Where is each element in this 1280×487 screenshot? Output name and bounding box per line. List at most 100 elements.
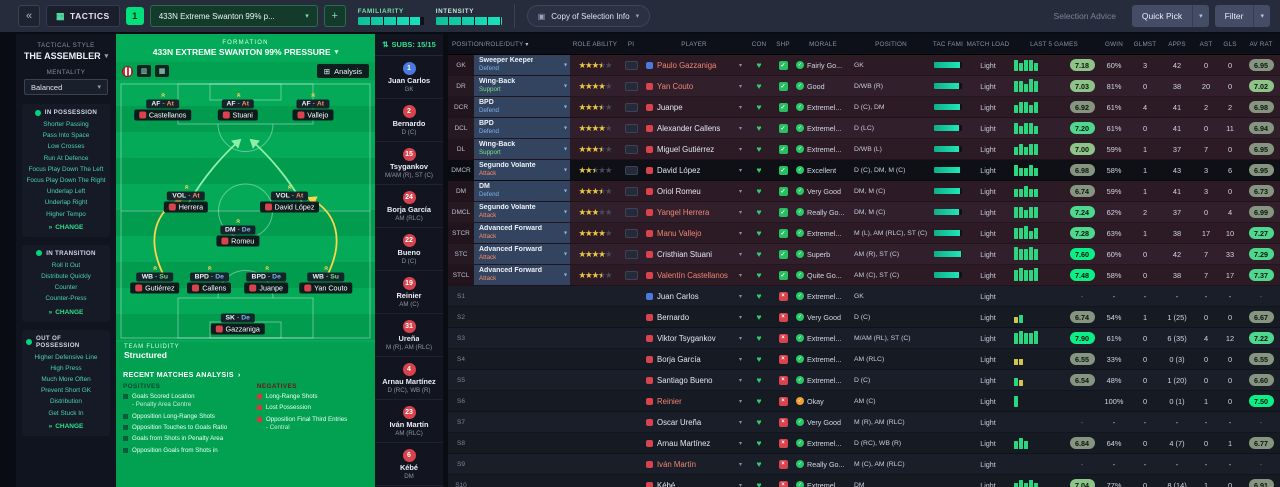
player-cell[interactable]: Alexander Callens ▾ [642, 118, 746, 138]
table-row[interactable]: S5 Santiago Bueno ▾ ♥ × ✓ Extremel... D (C) Ligh… [448, 370, 1280, 391]
column-header[interactable]: GLMST [1133, 40, 1157, 48]
tactic-selector[interactable]: 433N Extreme Swanton 99% p... ▾ [149, 5, 318, 27]
tactics-tab[interactable]: ▦ TACTICS [46, 5, 120, 27]
player-instructions-icon[interactable] [624, 186, 638, 196]
sub-list-item[interactable]: 19 Reinier AM (C) [375, 271, 443, 314]
player-cell[interactable]: Juan Carlos ▾ [642, 286, 746, 306]
chevron-down-icon[interactable]: ▾ [1192, 5, 1209, 27]
club-crest-icon[interactable] [122, 65, 133, 77]
pitch-player[interactable]: «AF - At Castellanos [133, 92, 192, 121]
back-button[interactable]: « [18, 5, 40, 27]
recent-analysis-title[interactable]: RECENT MATCHES ANALYSIS › [123, 370, 368, 379]
column-header[interactable]: POSITION [875, 40, 907, 48]
player-cell[interactable]: Borja García ▾ [642, 349, 746, 369]
pitch-player[interactable]: «WB - Su Gutiérrez [130, 265, 180, 294]
player-cell[interactable]: Miguel Gutiérrez ▾ [642, 139, 746, 159]
player-instructions-icon[interactable] [624, 144, 638, 154]
player-cell[interactable]: Santiago Bueno ▾ [642, 370, 746, 390]
player-cell[interactable]: Juanpe ▾ [642, 97, 746, 117]
role-duty-cell[interactable]: BPD Defend ▾ [474, 97, 570, 117]
quick-pick-button[interactable]: Quick Pick ▾ [1131, 5, 1209, 27]
change-button[interactable]: » CHANGE [26, 224, 106, 231]
table-row[interactable]: S4 Borja García ▾ ♥ × ✓ Extremel... AM (RLC) Lig… [448, 349, 1280, 370]
table-row[interactable]: S9 Iván Martín ▾ ♥ × ✓ Really Go... M (C), AM (… [448, 454, 1280, 475]
player-cell[interactable]: Viktor Tsygankov ▾ [642, 328, 746, 348]
column-header[interactable]: APPS [1168, 40, 1186, 48]
sub-list-item[interactable]: 22 Bueno D (C) [375, 228, 443, 271]
sub-list-item[interactable]: 6 Kébé DM [375, 443, 443, 486]
sub-list-item[interactable]: 23 Iván Martín AM (RLC) [375, 400, 443, 443]
player-cell[interactable]: Cristhian Stuani ▾ [642, 244, 746, 264]
column-header[interactable]: SHP [776, 40, 790, 48]
tactical-style-select[interactable]: THE ASSEMBLER ▾ [22, 51, 110, 61]
pitch-player[interactable]: «WB - Su Yan Couto [299, 265, 353, 294]
role-duty-cell[interactable]: Advanced Forward Attack ▾ [474, 265, 570, 285]
pitch-player[interactable]: «BPD - De Juanpe [244, 265, 289, 294]
role-duty-cell[interactable]: Advanced Forward Attack ▾ [474, 244, 570, 264]
role-duty-cell[interactable]: BPD Defend ▾ [474, 118, 570, 138]
player-instructions-icon[interactable] [624, 207, 638, 217]
table-row[interactable]: S10 Kébé ▾ ♥ × ✓ Extremel... DM Light 7.04 77% 0 8 (… [448, 475, 1280, 487]
player-cell[interactable]: Oriol Romeu ▾ [642, 181, 746, 201]
column-header[interactable]: GLS [1223, 40, 1237, 48]
player-cell[interactable]: Yangel Herrera ▾ [642, 202, 746, 222]
player-cell[interactable]: Oscar Ureña ▾ [642, 412, 746, 432]
chevron-down-icon[interactable]: ▾ [1253, 5, 1270, 27]
role-duty-cell[interactable]: Wing-Back Support ▾ [474, 139, 570, 159]
pitch-player[interactable]: «VOL - At David López [259, 183, 320, 213]
column-header[interactable]: TAC FAMI [932, 40, 964, 48]
role-duty-cell[interactable]: Segundo Volante Attack ▾ [474, 160, 570, 180]
column-header[interactable]: CON [751, 40, 767, 48]
pitch-player[interactable]: «AF - At Vallejo [292, 92, 334, 121]
column-header[interactable]: PLAYER [681, 40, 707, 48]
pitch-player[interactable]: «VOL - At Herrera [163, 183, 209, 213]
table-row[interactable]: S3 Viktor Tsygankov ▾ ♥ × ✓ Extremel... M/AM (R… [448, 328, 1280, 349]
player-cell[interactable]: Kébé ▾ [642, 475, 746, 487]
column-header[interactable]: MORALE [809, 40, 837, 48]
role-duty-cell[interactable]: Segundo Volante Attack ▾ [474, 202, 570, 222]
player-cell[interactable]: David López ▾ [642, 160, 746, 180]
role-duty-cell[interactable]: DM Defend ▾ [474, 181, 570, 201]
sub-list-item[interactable]: 15 Tsygankov M/AM (R), ST (C) [375, 142, 443, 185]
column-header[interactable]: LAST 5 GAMES [1030, 40, 1078, 48]
formation-name-select[interactable]: 433N EXTREME SWANTON 99% PRESSURE ▾ [153, 47, 338, 57]
sub-list-item[interactable]: 2 Bernardo D (C) [375, 99, 443, 142]
table-row[interactable]: DCRBPDDefend▾★★★★★★★★★★Juanpe▾♥✓✓Extreme… [448, 97, 1280, 118]
layout-grid-icon[interactable]: ▦ [155, 65, 169, 77]
table-row[interactable]: S7 Oscar Ureña ▾ ♥ × ✓ Very Good M (R), AM (RLC… [448, 412, 1280, 433]
selection-advice-button[interactable]: Selection Advice [1053, 11, 1116, 21]
mentality-select[interactable]: Balanced ▾ [24, 79, 108, 95]
pitch-player[interactable]: «AF - At Stuani [217, 92, 258, 121]
column-header[interactable]: PI [627, 40, 635, 48]
column-header[interactable]: POSITION/ROLE/DUTY ▾ [452, 40, 529, 48]
player-instructions-icon[interactable] [624, 60, 638, 70]
player-cell[interactable]: Reinier ▾ [642, 391, 746, 411]
filter-button[interactable]: Filter ▾ [1214, 5, 1270, 27]
column-header[interactable]: GWIN [1105, 40, 1123, 48]
player-instructions-icon[interactable] [624, 81, 638, 91]
player-cell[interactable]: Arnau Martínez ▾ [642, 433, 746, 453]
pitch-player[interactable]: SK - De Gazzaniga [210, 313, 265, 335]
change-button[interactable]: » CHANGE [26, 423, 106, 430]
column-header[interactable]: AV RAT [1249, 40, 1273, 48]
player-cell[interactable]: Bernardo ▾ [642, 307, 746, 327]
role-duty-cell[interactable]: Wing-Back Support ▾ [474, 76, 570, 96]
pitch-player[interactable]: «BPD - De Callens [187, 265, 232, 294]
column-header[interactable]: ROLE ABILITY [572, 40, 618, 48]
player-instructions-icon[interactable] [624, 249, 638, 259]
player-instructions-icon[interactable] [624, 228, 638, 238]
pitch-player[interactable]: «DM - De Romeu [216, 217, 260, 247]
analysis-button[interactable]: ⊞ Analysis [316, 64, 369, 78]
player-cell[interactable]: Iván Martín ▾ [642, 454, 746, 474]
player-cell[interactable]: Paulo Gazzaniga ▾ [642, 55, 746, 75]
player-instructions-icon[interactable] [624, 123, 638, 133]
player-instructions-icon[interactable] [624, 102, 638, 112]
